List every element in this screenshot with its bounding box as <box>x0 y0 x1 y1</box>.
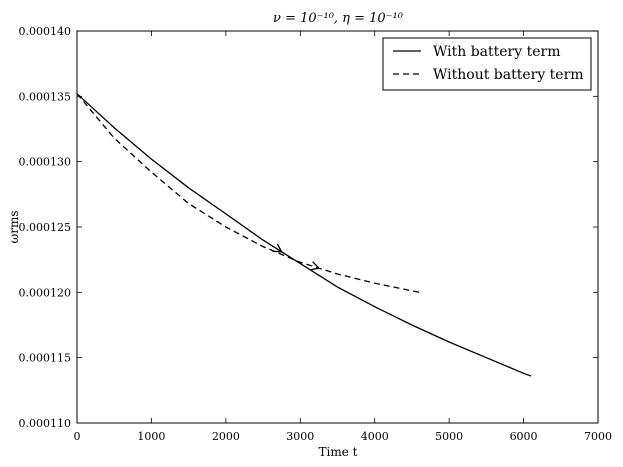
series-line-1 <box>76 93 420 293</box>
series-layer <box>76 93 532 377</box>
x-tick-label: 3000 <box>286 430 314 443</box>
legend-label-with-battery: With battery term <box>433 44 561 60</box>
legend: With battery term Without battery term <box>382 37 592 91</box>
x-tick-label: 0 <box>74 430 81 443</box>
chart-title: ν = 10⁻¹⁰, η = 10⁻¹⁰ <box>273 11 404 26</box>
y-tick-label: 0.000130 <box>19 156 72 169</box>
y-tick-label: 0.000135 <box>19 90 72 103</box>
x-axis-label: Time t <box>319 445 358 459</box>
series-arrow-0 <box>272 243 283 253</box>
y-tick-label: 0.000125 <box>19 221 72 234</box>
x-tick-label: 2000 <box>212 430 240 443</box>
legend-box <box>382 37 592 91</box>
series-line-0 <box>76 93 532 377</box>
x-tick-label: 6000 <box>510 430 538 443</box>
y-axis-label: ωrms <box>7 210 21 243</box>
x-tick-label: 7000 <box>584 430 612 443</box>
y-tick-label: 0.000140 <box>19 25 72 38</box>
axis-ticks: 0 1000 2000 3000 4000 5000 6000 7000 0.000110 0.0… <box>19 25 613 443</box>
x-tick-label: 1000 <box>137 430 165 443</box>
legend-label-without-battery: Without battery term <box>433 67 584 83</box>
x-tick-label: 5000 <box>435 430 463 443</box>
y-tick-label: 0.000120 <box>19 286 72 299</box>
series-arrow-1 <box>309 261 321 271</box>
x-tick-label: 4000 <box>361 430 389 443</box>
y-tick-label: 0.000115 <box>19 352 72 365</box>
y-tick-label: 0.000110 <box>19 417 72 430</box>
